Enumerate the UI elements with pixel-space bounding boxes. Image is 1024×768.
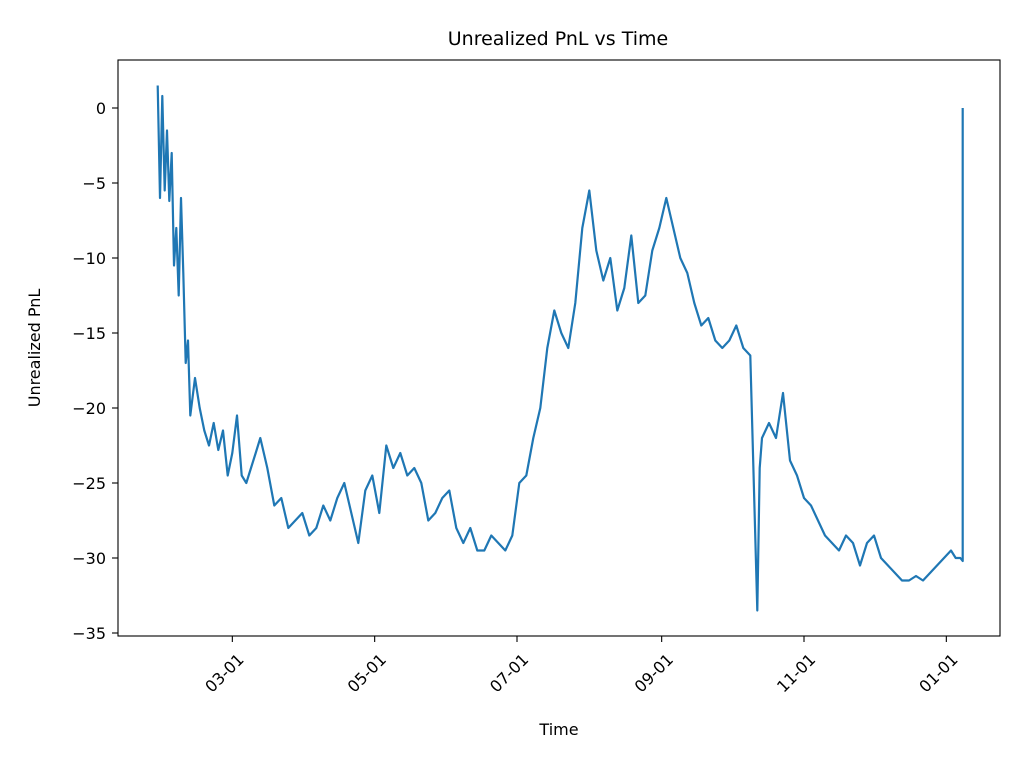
y-tick-label: 0: [96, 99, 106, 118]
plot-frame: [117, 59, 1001, 637]
y-tick-label: −15: [72, 324, 106, 343]
y-axis-label: Unrealized PnL: [25, 289, 44, 408]
chart-title: Unrealized PnL vs Time: [448, 28, 668, 50]
y-tick-label: −30: [72, 549, 106, 568]
plot-area: [117, 59, 1001, 637]
y-tick-label: −35: [72, 624, 106, 643]
y-tick-label: −5: [82, 174, 106, 193]
x-axis-label: Time: [538, 720, 578, 739]
y-tick-label: −25: [72, 474, 106, 493]
y-tick-label: −20: [72, 399, 106, 418]
y-axis: 0 −5 −10 −15 −20 −25 −30 −35: [72, 99, 118, 643]
series-line-unrealized-pnl: [156, 85, 964, 612]
y-tick-label: −10: [72, 249, 106, 268]
